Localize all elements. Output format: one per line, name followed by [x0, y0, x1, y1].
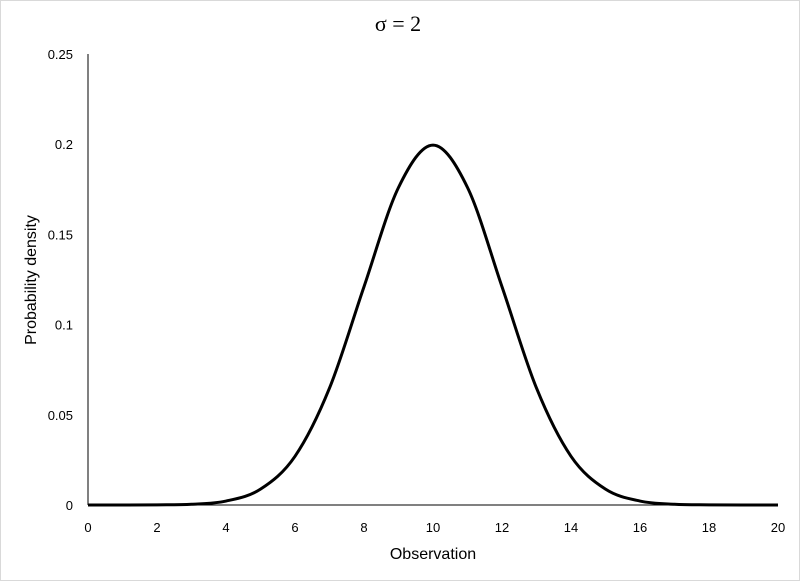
- y-tick-label: 0: [66, 498, 73, 513]
- y-tick-label: 0.05: [48, 408, 73, 423]
- x-tick-label: 20: [771, 520, 785, 535]
- x-tick-label: 18: [702, 520, 716, 535]
- y-tick-label: 0.1: [55, 318, 73, 333]
- x-tick-label: 14: [564, 520, 578, 535]
- y-tick-label: 0.2: [55, 137, 73, 152]
- x-tick-label: 16: [633, 520, 647, 535]
- x-tick-label: 8: [360, 520, 367, 535]
- series-line: [88, 143, 778, 507]
- series-layer: [88, 143, 778, 507]
- y-axis-label: Probability density: [23, 215, 40, 345]
- x-axis-ticks: 0 2 4 6 8 10 12 14 16 18 20: [84, 520, 785, 535]
- chart-title: σ = 2: [375, 11, 421, 36]
- y-axis-ticks: 0 0.05 0.1 0.15 0.2 0.25: [48, 47, 73, 513]
- y-tick-label: 0.15: [48, 227, 73, 242]
- x-tick-label: 12: [495, 520, 509, 535]
- x-tick-label: 2: [153, 520, 160, 535]
- y-tick-label: 0.25: [48, 47, 73, 62]
- x-axis-label: Observation: [390, 546, 476, 563]
- x-tick-label: 10: [426, 520, 440, 535]
- x-tick-label: 4: [222, 520, 229, 535]
- x-tick-label: 0: [84, 520, 91, 535]
- x-tick-label: 6: [291, 520, 298, 535]
